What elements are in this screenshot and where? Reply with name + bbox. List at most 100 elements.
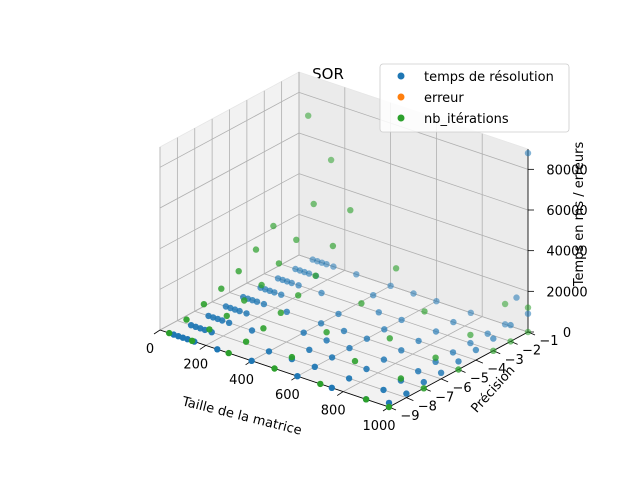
- z-tick-label: 0: [563, 326, 571, 341]
- data-point: [432, 354, 439, 361]
- data-point: [455, 358, 462, 365]
- data-point: [398, 347, 405, 354]
- y-tick: [475, 359, 484, 364]
- data-point: [318, 289, 325, 297]
- data-point: [415, 368, 422, 375]
- data-point: [420, 385, 427, 392]
- y-tick-label: −2: [522, 343, 541, 358]
- y-tick-label: −6: [453, 381, 472, 396]
- data-point: [312, 272, 319, 279]
- data-point: [433, 298, 440, 305]
- data-point: [358, 300, 365, 307]
- data-point: [214, 346, 221, 353]
- data-point: [183, 316, 190, 323]
- x-tick: [199, 345, 207, 350]
- y-tick-label: −9: [400, 409, 419, 424]
- data-point: [450, 318, 457, 326]
- data-point: [294, 373, 301, 380]
- z-gridline: [159, 132, 300, 209]
- data-point: [467, 309, 474, 316]
- data-point: [288, 279, 295, 287]
- data-point: [206, 326, 213, 333]
- data-point: [260, 325, 267, 332]
- legend-marker: [397, 93, 405, 101]
- data-point: [403, 390, 410, 397]
- data-point: [260, 300, 268, 308]
- data-point: [219, 317, 226, 324]
- data-point: [223, 312, 230, 320]
- data-point: [305, 270, 313, 277]
- data-point: [410, 290, 417, 297]
- data-point: [310, 200, 317, 208]
- data-point: [467, 339, 474, 347]
- data-point: [524, 328, 532, 336]
- x-tick-label: 400: [229, 373, 254, 388]
- data-point: [241, 297, 248, 304]
- z-gridline: [159, 91, 300, 168]
- legend-label: temps de résolution: [424, 70, 554, 85]
- data-point: [323, 261, 330, 268]
- legend-frame: [379, 63, 570, 133]
- legend-marker: [397, 72, 405, 80]
- data-point: [386, 335, 393, 342]
- data-point: [490, 347, 497, 354]
- data-point: [225, 319, 233, 326]
- data-point: [340, 327, 348, 335]
- data-point: [353, 271, 360, 278]
- data-point: [295, 282, 302, 289]
- data-point: [317, 320, 325, 327]
- y-tick: [406, 397, 414, 401]
- data-point: [346, 344, 353, 352]
- legend-marker: [397, 114, 405, 122]
- x-tick: [153, 329, 161, 335]
- data-point: [248, 327, 256, 334]
- legend-label: erreur: [424, 91, 464, 106]
- y-gridline: [246, 282, 477, 361]
- data-point: [347, 207, 354, 214]
- data-point: [507, 338, 514, 345]
- data-point: [420, 378, 427, 386]
- data-point: [501, 300, 509, 308]
- y-tick-label: −8: [418, 400, 437, 415]
- data-point: [225, 349, 232, 357]
- data-point: [345, 375, 353, 382]
- z-gridline: [298, 132, 529, 211]
- data-point: [265, 348, 273, 355]
- data-point: [362, 396, 370, 403]
- data-point: [363, 335, 371, 342]
- data-point: [370, 292, 377, 299]
- data-point: [490, 335, 497, 342]
- data-point: [293, 236, 300, 243]
- data-point: [455, 366, 462, 373]
- data-point: [329, 242, 337, 250]
- z-tick-label: 20000: [546, 285, 587, 300]
- data-point: [387, 282, 394, 289]
- data-point: [300, 329, 307, 336]
- data-point: [253, 298, 261, 305]
- data-point: [252, 246, 260, 253]
- data-point: [218, 285, 225, 292]
- data-point: [283, 308, 290, 315]
- x-tick-label: 1000: [362, 419, 395, 434]
- data-point: [317, 380, 324, 388]
- data-point: [288, 353, 296, 361]
- data-point: [330, 263, 337, 270]
- data-point: [472, 346, 480, 354]
- data-point: [188, 337, 196, 344]
- data-point: [524, 310, 532, 317]
- z-gridline: [298, 173, 529, 252]
- data-point: [363, 365, 370, 373]
- data-point: [328, 354, 336, 361]
- data-point: [467, 331, 474, 339]
- data-point: [524, 149, 532, 157]
- y-tick-label: −1: [539, 334, 558, 349]
- y-tick-label: −3: [505, 353, 524, 368]
- data-point: [323, 337, 330, 344]
- data-points: [166, 112, 532, 411]
- data-point: [351, 357, 359, 365]
- data-point: [421, 308, 428, 315]
- data-point: [311, 363, 318, 370]
- legend: temps de résolution erreur nb_itérations: [379, 63, 570, 133]
- x-tick-label: 600: [275, 388, 300, 403]
